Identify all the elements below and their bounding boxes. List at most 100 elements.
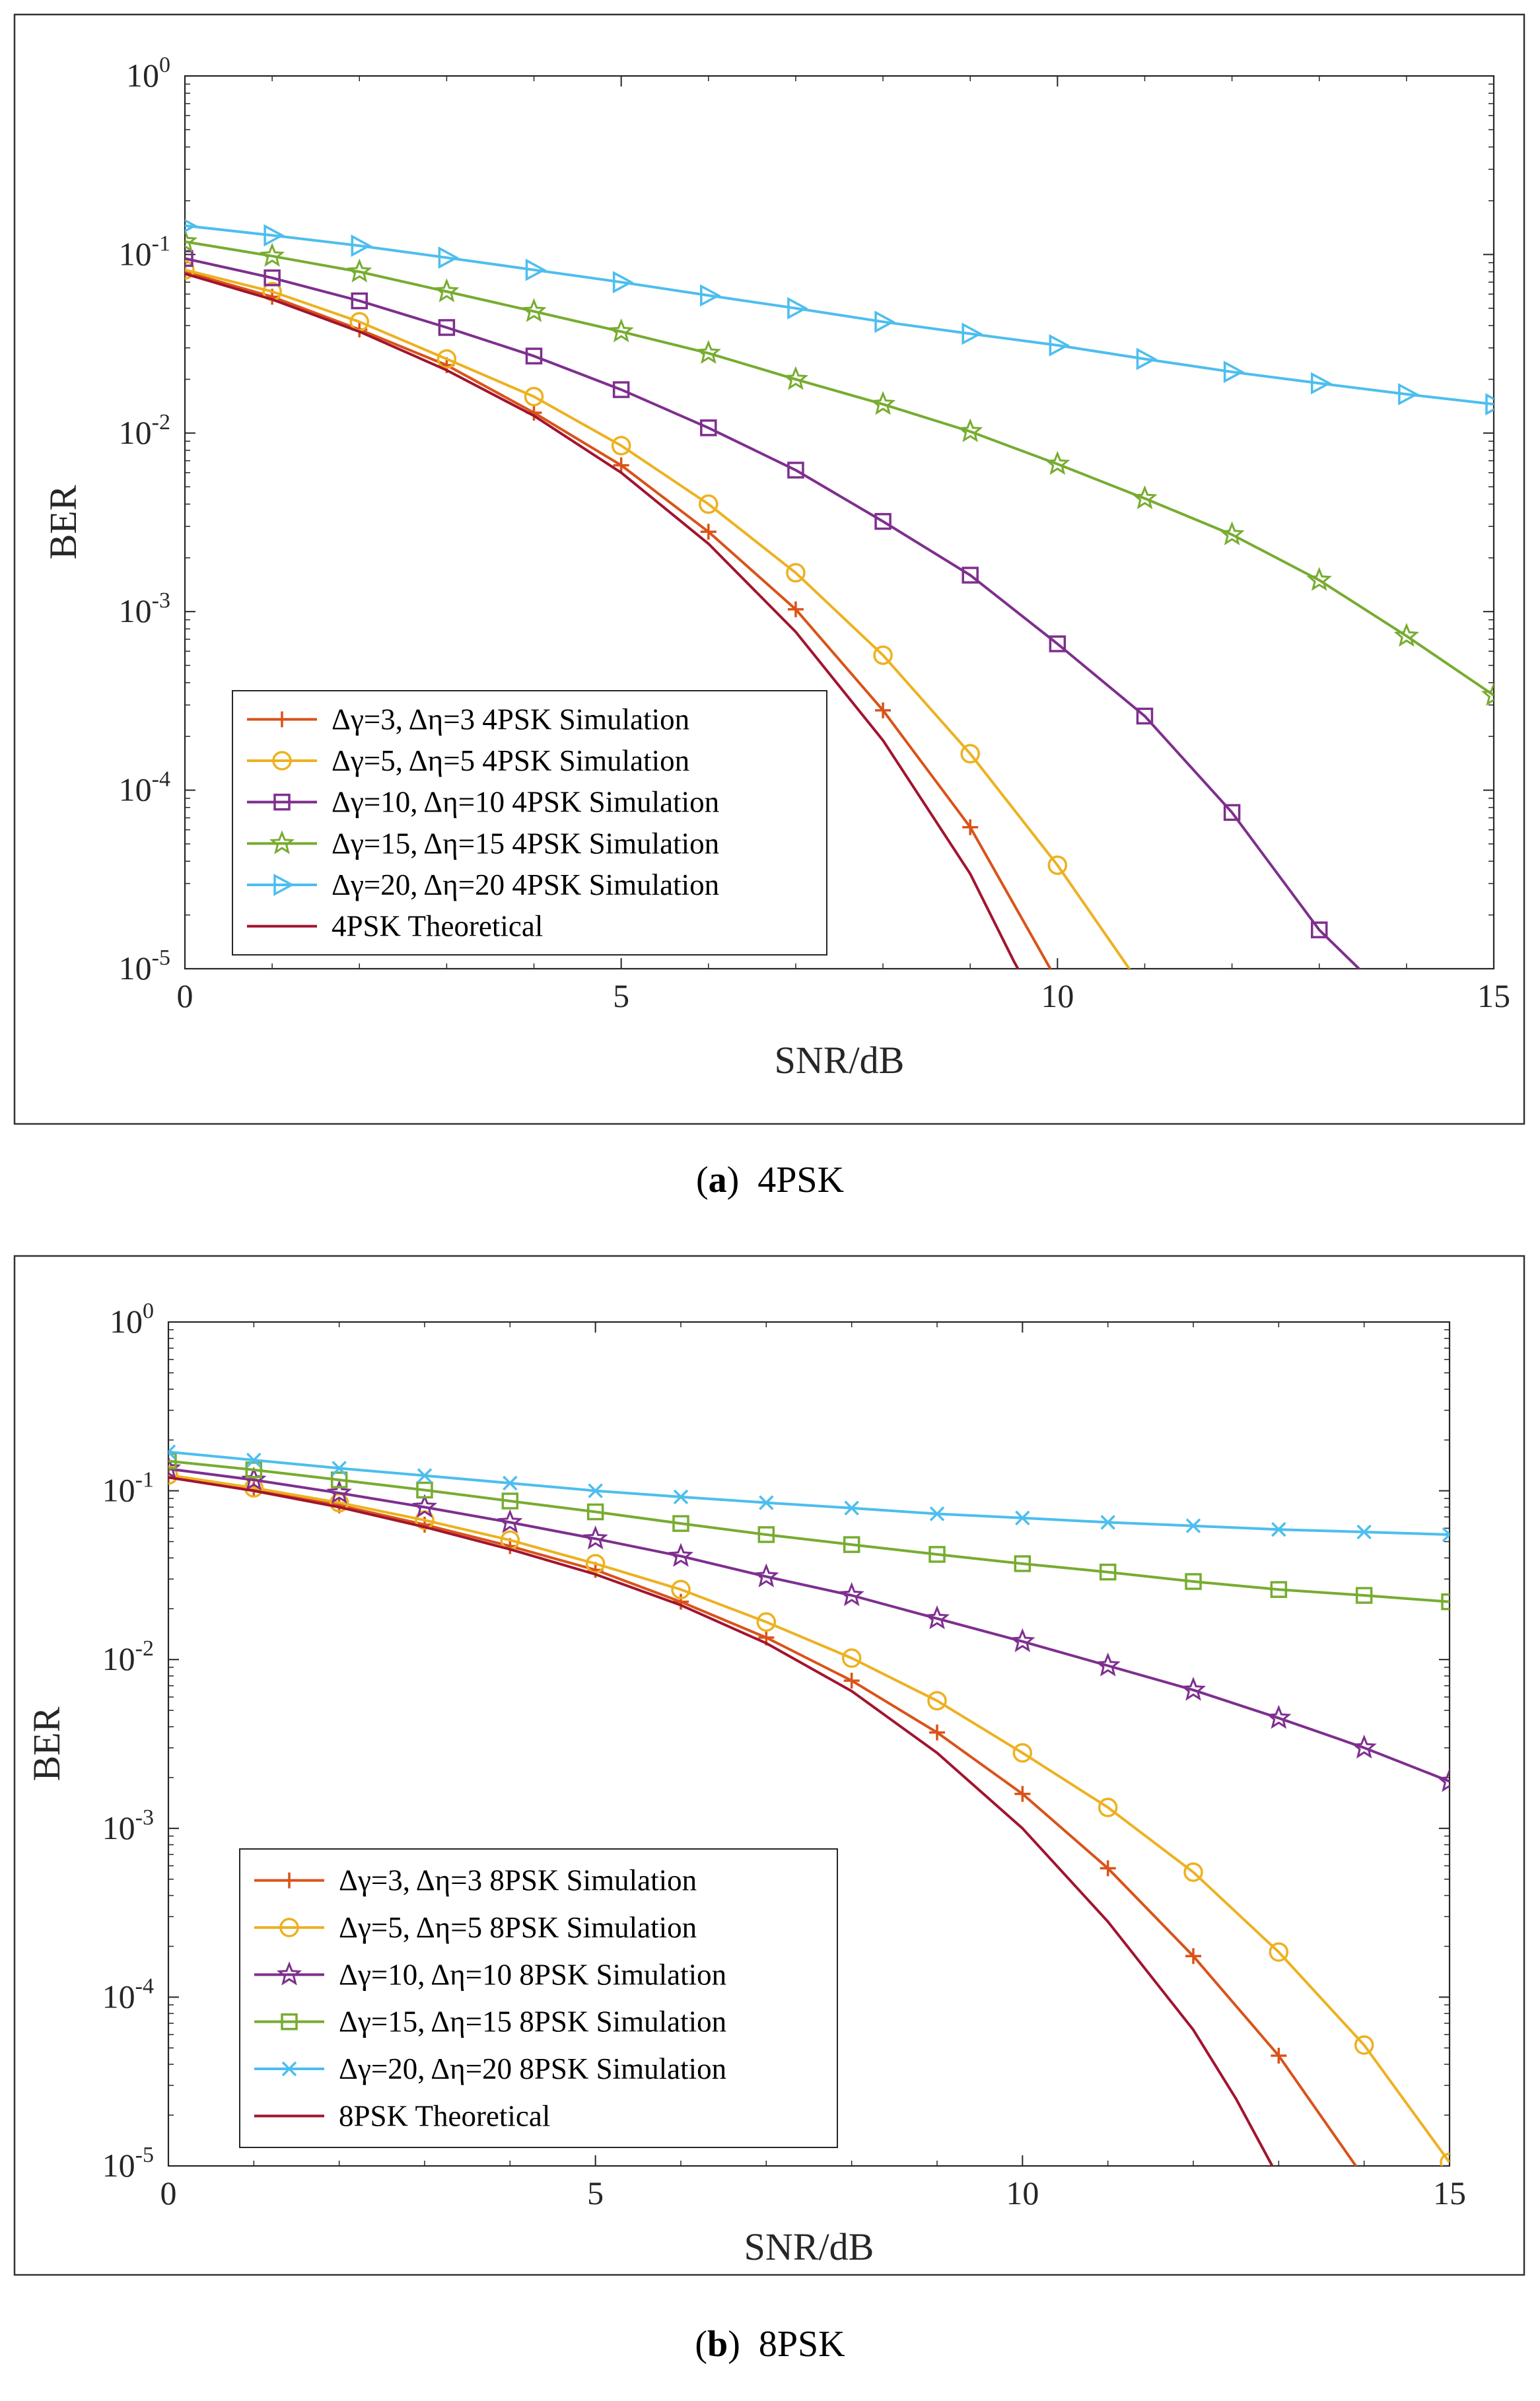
legend-label: Δγ=20, Δη=20 8PSK Simulation <box>339 2052 726 2085</box>
data-point-marker <box>1436 1768 1450 1792</box>
data-point-marker <box>787 601 804 617</box>
data-point-marker <box>330 1471 348 1488</box>
series-line <box>185 257 1361 969</box>
data-point-marker <box>874 310 895 333</box>
series-4 <box>168 1452 1450 1611</box>
legend-label: Δγ=3, Δη=3 8PSK Simulation <box>339 1864 697 1897</box>
x-axis-label: SNR/dB <box>744 2225 874 2268</box>
data-point-marker <box>1014 1555 1032 1572</box>
y-tick-exponent: -2 <box>152 410 170 435</box>
data-point-marker <box>1010 1628 1035 1652</box>
data-point-marker <box>671 1580 691 1599</box>
y-tick-base: 10 <box>102 1640 135 1677</box>
data-point-marker <box>962 567 979 584</box>
data-point-marker <box>1269 1942 1289 1962</box>
data-point-marker <box>1223 804 1241 821</box>
data-point-marker <box>1012 1743 1033 1763</box>
data-point-marker <box>1047 855 1068 875</box>
data-point-marker <box>873 645 893 665</box>
y-tick-label: 10-3 <box>102 1805 154 1846</box>
legend-label: Δγ=10, Δη=10 8PSK Simulation <box>339 1958 726 1991</box>
data-point-marker <box>1481 681 1494 707</box>
data-point-marker <box>924 1605 950 1630</box>
y-tick-label: 10-4 <box>119 767 170 808</box>
panel-caption: (b) 8PSK <box>695 2324 845 2365</box>
data-point-marker <box>759 1495 774 1510</box>
data-point-marker <box>438 319 456 336</box>
data-point-marker <box>1180 1677 1207 1701</box>
y-tick-label: 10-1 <box>119 231 170 272</box>
legend-item: Δγ=15, Δη=15 8PSK Simulation <box>254 2005 726 2038</box>
y-tick-base: 10 <box>110 1303 143 1340</box>
data-point-marker <box>783 366 809 390</box>
data-point-marker <box>525 347 543 365</box>
data-point-marker <box>1098 1797 1118 1817</box>
data-point-marker <box>263 224 285 247</box>
x-axis-label: SNR/dB <box>775 1039 905 1082</box>
x-tick-label: 5 <box>613 977 629 1014</box>
data-point-marker <box>168 1465 178 1485</box>
data-point-marker <box>1099 1563 1117 1581</box>
data-point-marker <box>524 386 544 407</box>
data-point-marker <box>874 512 892 530</box>
panel-frame <box>13 1255 1525 2276</box>
data-point-marker <box>521 298 547 322</box>
data-point-marker <box>753 1563 779 1587</box>
data-point-marker <box>351 234 372 258</box>
data-point-marker <box>929 1506 945 1521</box>
data-point-marker <box>787 296 808 320</box>
x-tick-label: 0 <box>177 977 193 1014</box>
data-point-marker <box>245 1461 263 1479</box>
data-point-marker <box>1223 361 1245 384</box>
legend-label: Δγ=15, Δη=15 4PSK Simulation <box>332 827 719 860</box>
data-point-marker <box>699 494 718 514</box>
caption-text: 4PSK <box>757 1160 844 1200</box>
y-tick-base: 10 <box>119 771 152 808</box>
data-point-marker <box>700 419 717 436</box>
data-point-marker <box>929 1724 945 1741</box>
data-point-marker <box>185 219 197 232</box>
data-point-marker <box>700 284 721 307</box>
data-point-marker <box>1355 1587 1373 1604</box>
data-point-marker <box>1045 450 1070 475</box>
data-point-marker <box>1185 1573 1202 1590</box>
data-point-marker <box>417 1468 433 1483</box>
caption-paren: ) <box>728 2324 759 2365</box>
x-tick-label: 0 <box>160 2175 177 2211</box>
y-tick-label: 10-1 <box>102 1468 154 1509</box>
data-point-marker <box>787 462 804 479</box>
legend-item: Δγ=10, Δη=10 4PSK Simulation <box>247 786 719 819</box>
data-point-marker <box>1185 1518 1201 1533</box>
x-tick-label: 5 <box>587 2175 604 2211</box>
y-tick-base: 10 <box>102 1809 135 1846</box>
legend-swatch-marker <box>273 874 295 896</box>
data-point-marker <box>351 292 368 310</box>
data-point-marker <box>1095 1652 1121 1677</box>
data-point-marker <box>960 744 980 764</box>
data-point-marker <box>1442 1527 1450 1543</box>
data-point-marker <box>438 246 460 269</box>
data-point-marker <box>1100 1515 1115 1530</box>
series-line <box>168 1473 1450 2163</box>
series-5 <box>185 219 1494 416</box>
panel-frame <box>13 13 1525 1125</box>
data-point-marker <box>962 819 979 835</box>
data-point-marker <box>411 1494 438 1518</box>
data-point-marker <box>1351 1734 1377 1759</box>
data-point-marker <box>168 1452 177 1470</box>
caption-panel-letter: b <box>707 2324 728 2365</box>
y-tick-base: 10 <box>119 414 152 451</box>
legend-item: 8PSK Theoretical <box>254 2099 550 2132</box>
data-point-marker <box>756 1612 777 1632</box>
data-point-marker <box>1014 1786 1031 1802</box>
y-axis-label: BER <box>25 1706 68 1781</box>
legend-item: Δγ=20, Δη=20 8PSK Simulation <box>254 2052 726 2085</box>
caption-paren: ( <box>696 1160 709 1200</box>
y-tick-exponent: -1 <box>135 1468 154 1492</box>
legend-box <box>232 690 827 956</box>
data-point-marker <box>1485 393 1494 416</box>
series-group <box>185 219 1494 969</box>
data-point-marker <box>1219 521 1245 545</box>
